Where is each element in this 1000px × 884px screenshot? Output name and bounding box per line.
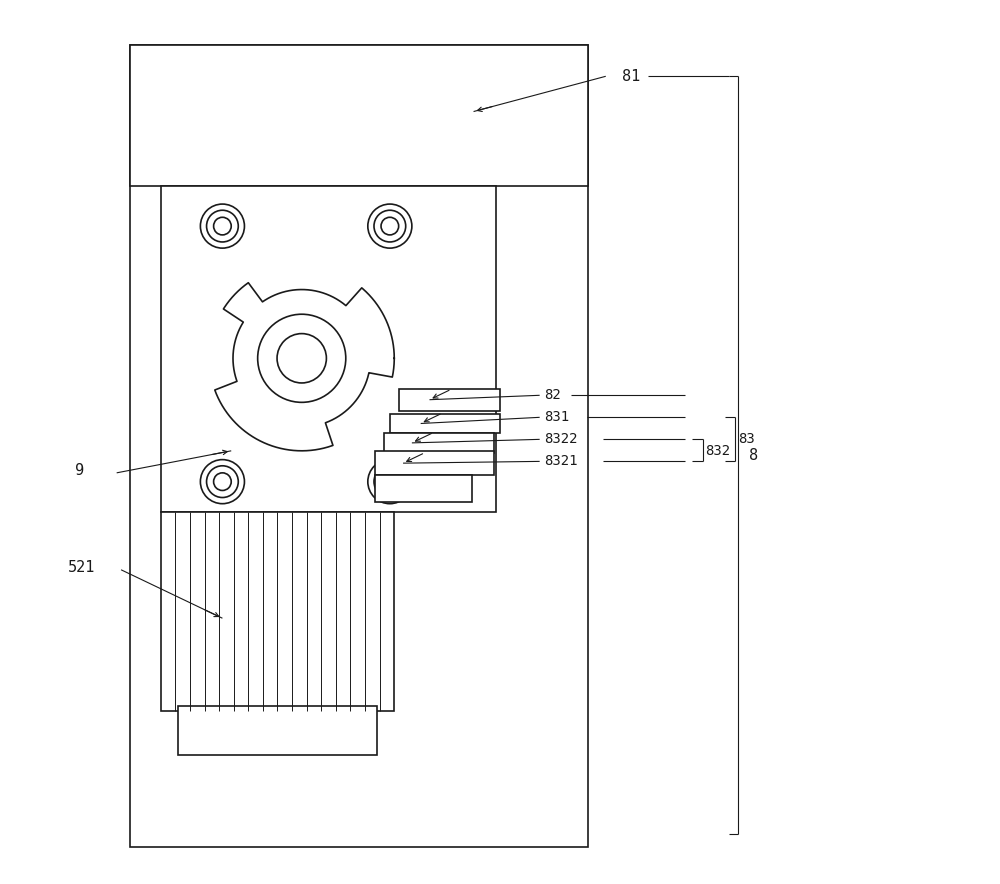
- Circle shape: [374, 210, 406, 242]
- Bar: [384, 433, 494, 453]
- Bar: [161, 187, 496, 513]
- Text: 832: 832: [705, 444, 730, 458]
- Bar: [130, 45, 588, 187]
- Circle shape: [258, 314, 346, 402]
- Circle shape: [214, 217, 231, 235]
- Circle shape: [200, 460, 244, 504]
- Text: 9: 9: [75, 462, 84, 477]
- Text: 83: 83: [738, 432, 755, 446]
- Bar: [375, 476, 472, 502]
- Text: 82: 82: [544, 388, 561, 402]
- Circle shape: [277, 333, 326, 383]
- Text: 8322: 8322: [544, 432, 578, 446]
- Text: 81: 81: [622, 69, 640, 84]
- Text: 8: 8: [749, 447, 758, 462]
- Bar: [399, 389, 500, 411]
- Circle shape: [374, 466, 406, 498]
- Bar: [375, 451, 494, 476]
- Circle shape: [381, 473, 399, 491]
- Bar: [178, 706, 377, 755]
- Bar: [161, 513, 394, 711]
- Circle shape: [381, 217, 399, 235]
- Circle shape: [368, 460, 412, 504]
- Text: 521: 521: [68, 560, 96, 575]
- Circle shape: [207, 466, 238, 498]
- Text: 831: 831: [544, 410, 569, 424]
- Circle shape: [368, 204, 412, 248]
- Circle shape: [214, 473, 231, 491]
- Circle shape: [200, 204, 244, 248]
- Circle shape: [207, 210, 238, 242]
- Bar: [130, 45, 588, 848]
- Text: 8321: 8321: [544, 454, 578, 469]
- Bar: [390, 414, 500, 433]
